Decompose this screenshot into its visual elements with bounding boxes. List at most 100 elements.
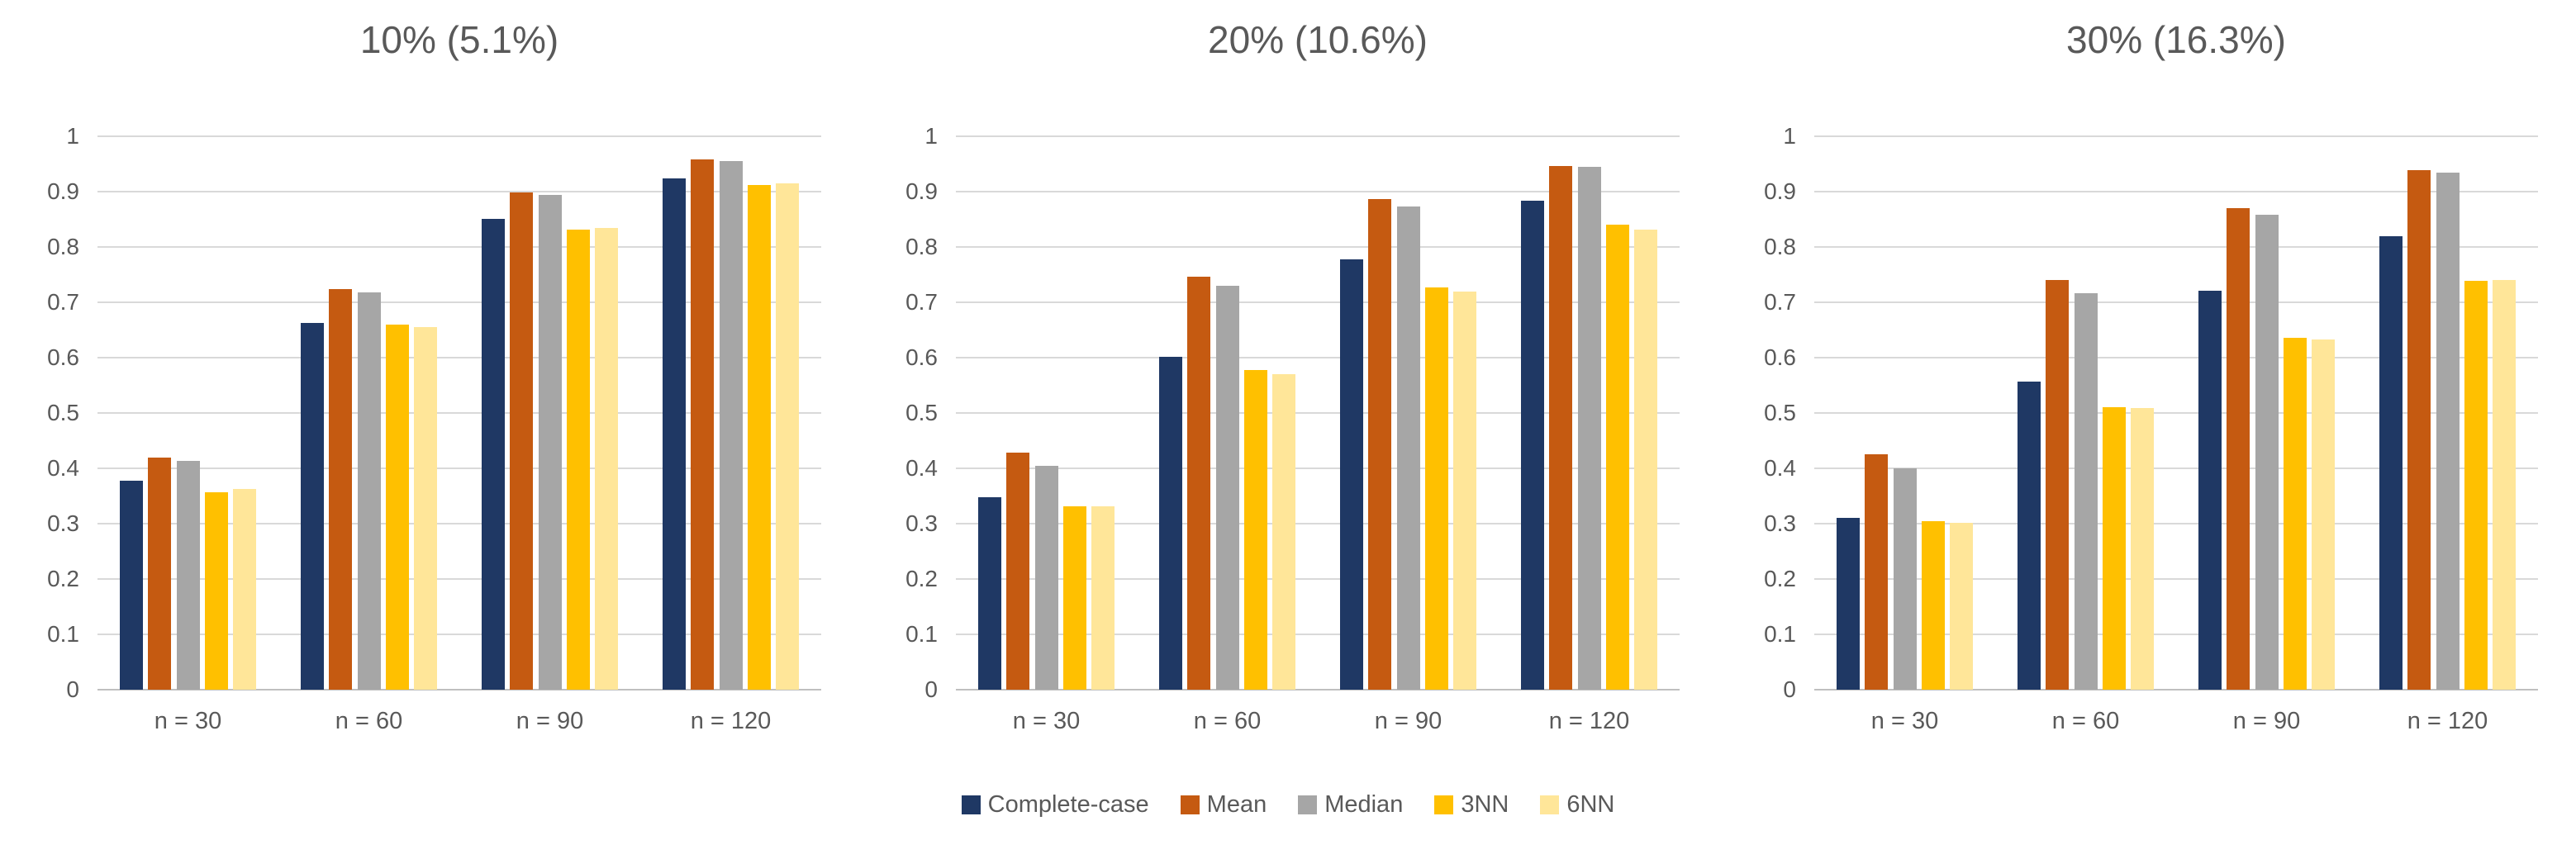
bar-3nn-n-90 [566,229,590,690]
chart-title: 30% (16.3%) [2066,18,2286,61]
gridline [956,357,1680,358]
gridline [956,578,1680,580]
y-tick-label: 0 [1783,676,1796,702]
y-tick-label: 1 [1783,123,1796,149]
bar-mean-n-120 [691,159,715,690]
bar-complete-case-n-60 [301,323,325,690]
bar-complete-case-n-120 [663,178,687,690]
chart-panel-3: 30% (16.3%) 1 0.9 0.8 0.7 0.6 0.5 0.4 0.3 0.2 0.1 0… [1717,0,2575,776]
legend-item-median: Median [1298,791,1403,819]
bar-3nn-n-30 [1062,506,1086,690]
y-tick-label: 0.9 [905,178,938,204]
gridline [956,301,1680,303]
legend-label: 6NN [1566,790,1615,818]
bar-complete-case-n-30 [978,496,1002,690]
bar-median-n-60 [357,292,381,690]
legend-item-3nn: 3NN [1434,791,1509,819]
x-category-label: n = 120 [1548,708,1630,734]
bar-complete-case-n-30 [1837,517,1861,690]
gridline [97,578,821,580]
y-tick-label: 0.3 [47,510,79,536]
chart-title: 20% (10.6%) [1208,18,1428,61]
x-category-label: n = 60 [335,708,403,734]
bar-6nn-n-120 [2492,280,2516,690]
plot-area [1814,135,2538,691]
gridline [1814,135,2538,137]
y-tick-label: 0.4 [47,455,79,481]
y-tick-label: 0.1 [47,621,79,647]
bar-3nn-n-120 [2464,280,2488,690]
legend-label: Median [1324,790,1404,818]
bar-median-n-120 [719,161,743,690]
bar-6nn-n-60 [2130,407,2154,690]
x-category-label: n = 60 [1193,708,1262,734]
gridline [956,246,1680,248]
bar-6nn-n-90 [2311,339,2335,690]
y-tick-label: 0.8 [47,234,79,259]
bar-mean-n-90 [1368,199,1392,690]
y-tick-label: 0 [66,676,79,702]
plot-area [97,135,821,691]
x-axis-line [956,689,1680,691]
bar-3nn-n-30 [204,491,228,690]
gridline [956,191,1680,192]
x-category-label: n = 30 [1870,708,1939,734]
bar-6nn-n-60 [413,327,437,690]
bar-complete-case-n-90 [1340,259,1364,690]
x-category-label: n = 30 [154,708,222,734]
gridline [97,467,821,469]
x-category-label: n = 90 [516,708,584,734]
bar-complete-case-n-60 [2018,382,2041,690]
legend-item-mean: Mean [1180,791,1267,819]
bar-mean-n-90 [2227,208,2250,690]
gridline [97,523,821,524]
gridline [956,412,1680,414]
y-tick-label: 0.7 [47,289,79,315]
bar-complete-case-n-120 [2379,235,2403,690]
bar-median-n-120 [2436,172,2460,690]
legend-label: 3NN [1461,790,1509,818]
bar-complete-case-n-90 [2198,290,2222,690]
legend-swatch-icon [1434,795,1454,814]
y-tick-label: 0.8 [1764,234,1796,259]
bar-6nn-n-120 [775,183,799,690]
bar-mean-n-90 [510,192,534,690]
gridline [1814,301,2538,303]
bar-mean-n-120 [1549,165,1573,690]
legend-swatch-icon [1180,795,1200,814]
y-tick-label: 0.2 [905,566,938,591]
gridline [956,634,1680,635]
gridline [1814,246,2538,248]
gridline [956,135,1680,137]
bar-median-n-90 [1396,206,1420,690]
legend-swatch-icon [961,795,981,814]
bar-mean-n-30 [1865,454,1889,690]
y-tick-label: 0.1 [905,621,938,647]
gridline [1814,357,2538,358]
gridline [97,357,821,358]
legend-label: Complete-case [987,790,1149,818]
bar-6nn-n-120 [1633,229,1657,690]
chart-panel-2: 20% (10.6%) 1 0.9 0.8 0.7 0.6 0.5 0.4 0.3 0.2 0.1 0… [858,0,1717,776]
y-tick-label: 0.6 [905,344,938,370]
y-tick-label: 0.9 [47,178,79,204]
x-category-label: n = 30 [1012,708,1081,734]
y-tick-label: 0.2 [1764,566,1796,591]
x-category-label: n = 60 [2051,708,2120,734]
charts-row: 10% (5.1%) 1 0.9 0.8 0.7 0.6 0.5 0.4 0.3 0.2 0.1 0 n… [47,0,2575,776]
bar-mean-n-30 [148,458,172,690]
y-tick-label: 0.9 [1764,178,1796,204]
gridline [1814,467,2538,469]
x-category-label: n = 120 [2407,708,2488,734]
bar-median-n-120 [1577,166,1601,690]
y-tick-label: 0.3 [1764,510,1796,536]
bar-3nn-n-60 [2102,406,2126,690]
bar-complete-case-n-90 [482,218,506,690]
y-tick-label: 0.4 [905,455,938,481]
y-tick-label: 0.6 [1764,344,1796,370]
x-category-label: n = 90 [1374,708,1442,734]
gridline [97,246,821,248]
legend-swatch-icon [1298,795,1318,814]
bar-3nn-n-30 [1921,521,1945,690]
